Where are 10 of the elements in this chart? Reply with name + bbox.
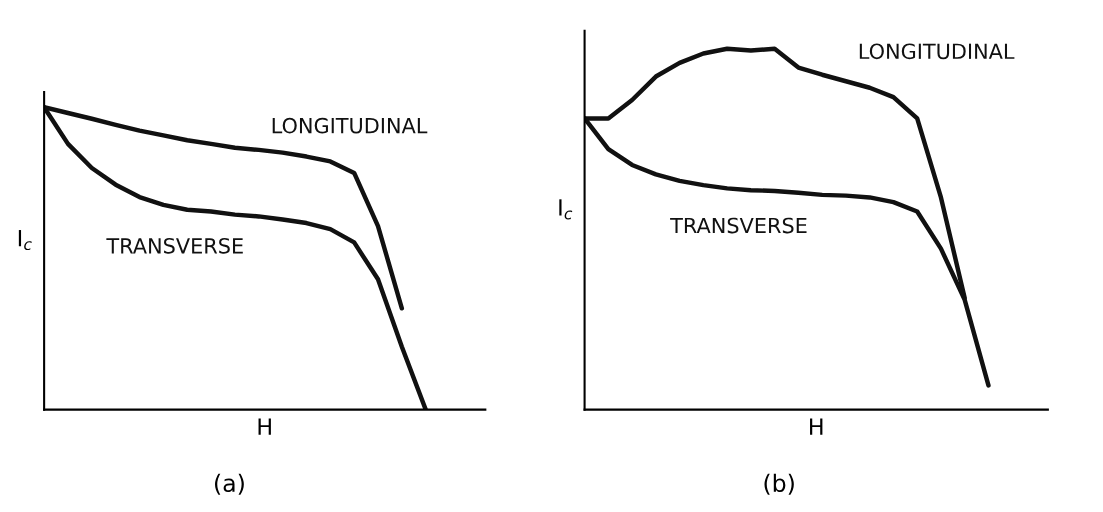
x-axis-title: H [258, 418, 271, 435]
text: (a) [215, 473, 244, 495]
text: (b) [764, 473, 794, 495]
y-axis-title: I$_{c}$ [18, 230, 32, 251]
series-label: LONGITUDINAL [859, 43, 1015, 60]
series-label: TRANSVERSE [106, 237, 243, 254]
series-label: LONGITUDINAL [272, 117, 428, 134]
y-axis-title: I$_{c}$ [559, 199, 573, 220]
series-label: TRANSVERSE [670, 217, 807, 234]
x-axis-title: H [810, 418, 823, 435]
